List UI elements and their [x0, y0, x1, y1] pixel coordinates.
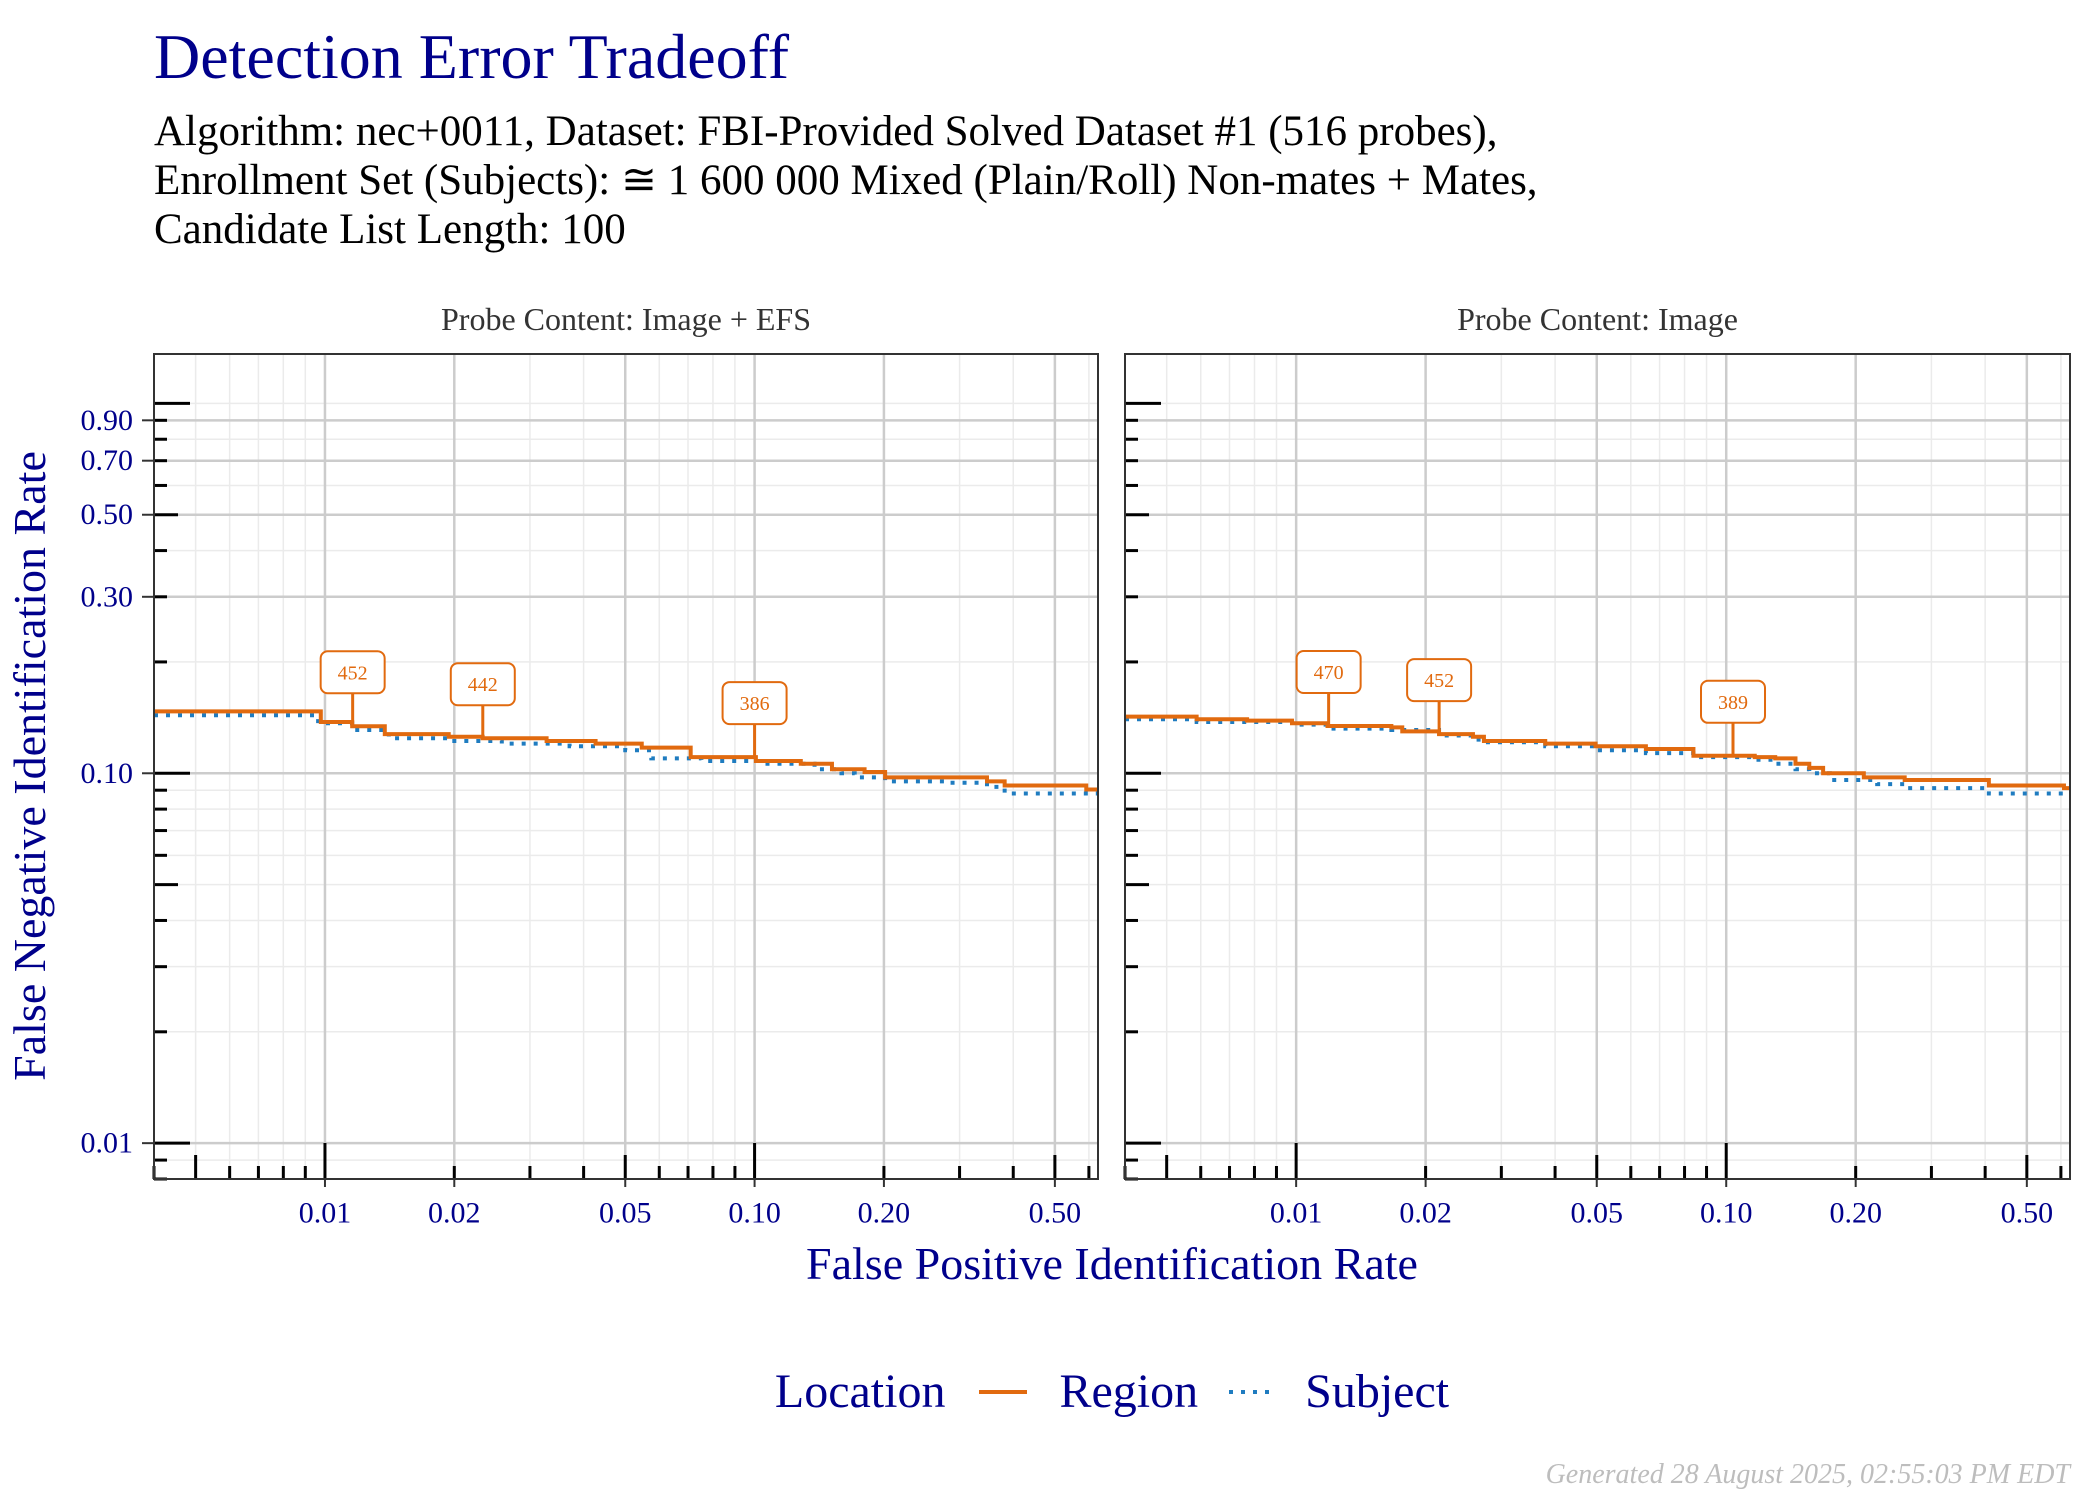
chart-subtitle: Algorithm: nec+0011, Dataset: FBI-Provid…	[154, 107, 1538, 254]
x-tick-label: 0.05	[1571, 1197, 1624, 1230]
annotation-box	[1406, 658, 1473, 703]
subtitle-line-algorithm: Algorithm: nec+0011, Dataset: FBI-Provid…	[154, 108, 1498, 155]
series-line-subject	[154, 713, 1098, 796]
annotation-label: 452	[1406, 658, 1473, 735]
annotation-box	[721, 681, 788, 726]
x-tick-label: 0.01	[299, 1197, 352, 1230]
legend-item-region: Region	[979, 1362, 1198, 1422]
generated-timestamp: Generated 28 August 2025, 02:55:03 PM ED…	[1545, 1459, 2070, 1490]
x-tick-label: 0.10	[1700, 1197, 1753, 1230]
x-tick-label: 0.20	[1829, 1197, 1882, 1230]
x-tick-label: 0.50	[2001, 1197, 2054, 1230]
legend-key-region	[979, 1390, 1028, 1394]
annotation-box	[1295, 650, 1362, 695]
log-ticks	[152, 401, 1091, 1181]
y-tick-label: 0.10	[81, 757, 134, 790]
legend-item-subject: Subject	[1229, 1362, 1449, 1422]
legend-label-subject: Subject	[1305, 1365, 1450, 1418]
x-tick-label: 0.05	[599, 1197, 652, 1230]
legend-title: Location	[774, 1365, 946, 1418]
x-tick-label: 0.01	[1270, 1197, 1323, 1230]
annotation-text: 442	[468, 674, 498, 696]
x-tick-label: 0.50	[1029, 1197, 1082, 1230]
x-tick-label: 0.10	[728, 1197, 781, 1230]
y-tick-label: 0.90	[81, 404, 134, 437]
annotation-label: 452	[319, 650, 386, 727]
legend-key-subject	[1229, 1390, 1274, 1394]
annotation-label: 389	[1700, 679, 1767, 756]
y-tick-label: 0.30	[81, 580, 134, 613]
annotation-box	[449, 662, 516, 707]
y-tick-label: 0.70	[81, 444, 134, 477]
y-tick-label: 0.01	[81, 1127, 134, 1160]
x-tick-label: 0.02	[1399, 1197, 1452, 1230]
annotation-text: 386	[740, 693, 770, 715]
annotation-box	[1700, 679, 1767, 724]
y-tick-label: 0.50	[81, 498, 134, 531]
subtitle-line-candidate-list: Candidate List Length: 100	[154, 206, 626, 253]
annotation-text: 470	[1314, 662, 1344, 684]
y-axis-title: False Negative Identification Rate	[4, 451, 55, 1081]
annotation-label: 386	[721, 681, 788, 758]
gridlines	[153, 354, 1098, 1180]
facet-panel-2: 470 452 389 Probe Content: Image 0.01 0.02 0.0…	[1123, 301, 2071, 1230]
legend: Location Region Subject	[154, 1362, 2070, 1422]
annotation-label: 470	[1295, 650, 1362, 727]
facet-strip-label: Probe Content: Image	[1457, 301, 1738, 337]
annotation-text: 452	[338, 662, 368, 684]
series-line-region	[154, 709, 1098, 792]
facet-strip-label: Probe Content: Image + EFS	[441, 301, 811, 337]
annotation-text: 452	[1424, 670, 1454, 692]
x-axis-title: False Positive Identification Rate	[806, 1238, 1418, 1289]
chart-title: Detection Error Tradeoff	[154, 21, 790, 92]
subtitle-line-enrollment: Enrollment Set (Subjects): ≅ 1 600 000 M…	[154, 157, 1538, 204]
annotation-box	[319, 650, 386, 695]
series-line-subject	[1125, 717, 2070, 796]
legend-label-region: Region	[1059, 1365, 1199, 1418]
x-tick-label: 0.02	[428, 1197, 481, 1230]
facet-panel-1: 452 442 386 Probe Content: Image + EFS 0.01 0…	[81, 301, 1099, 1230]
annotation-label: 442	[449, 662, 516, 739]
annotation-text: 389	[1718, 692, 1748, 714]
x-tick-label: 0.20	[858, 1197, 911, 1230]
